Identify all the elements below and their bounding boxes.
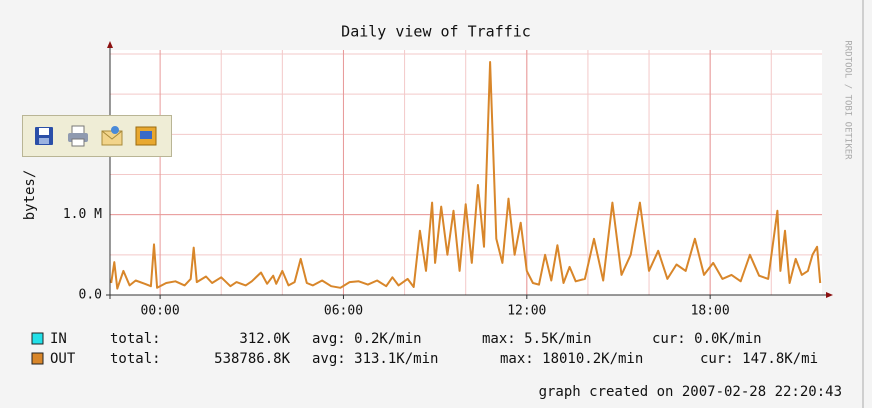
y-axis-label: bytes/ [22,170,38,221]
x-tick-label: 18:00 [691,304,730,319]
legend-total: 312.0K [239,331,290,347]
export-button[interactable] [133,123,159,149]
legend-name: OUT [50,351,76,367]
side-text: RRDTOOL / TOBI OETIKER [843,40,853,160]
line-series [110,61,822,290]
legend-swatch [31,332,44,345]
save-button[interactable] [31,123,57,149]
print-button[interactable] [65,123,91,149]
legend-swatch [31,352,44,365]
y-tick-label: 0.0 [79,288,102,303]
footer: graph created on 2007-02-28 22:20:43 [539,384,842,400]
legend-max: max: 18010.2K/min [500,351,643,367]
marks [110,61,822,290]
y-tick-label: 1.0 M [63,207,102,222]
x-tick-label: 06:00 [324,304,363,319]
toolbar [22,115,172,157]
legend-avg: avg: 313.1K/min [312,351,438,367]
axis-arrow [107,41,113,48]
legend-total-label: total: [110,351,161,367]
legend-name: IN [50,331,67,347]
legend-cur: cur: 147.8K/mi [700,351,818,367]
legend-avg: avg: 0.2K/min [312,331,422,347]
legend-total: 538786.8K [214,351,290,367]
legend-max: max: 5.5K/min [482,331,592,347]
x-tick-label: 12:00 [507,304,546,319]
mail-button[interactable] [99,123,125,149]
legend-total-label: total: [110,331,161,347]
x-tick-label: 00:00 [141,304,180,319]
legend-cur: cur: 0.0K/min [652,331,762,347]
axis-arrow [826,292,833,298]
chart-title: Daily view of Traffic [341,23,531,41]
